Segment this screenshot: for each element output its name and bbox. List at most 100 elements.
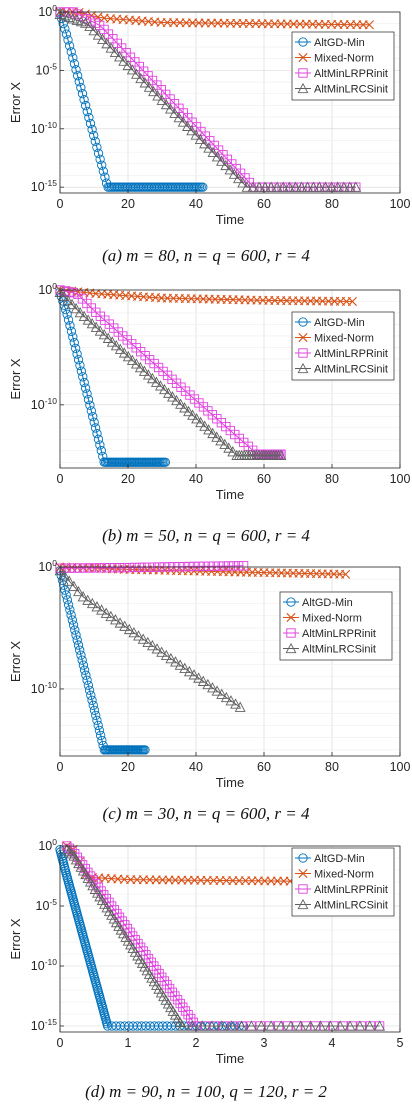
triangle-marker (170, 656, 181, 667)
circle-marker (63, 315, 74, 325)
circle-marker (85, 118, 96, 129)
circle-marker (97, 735, 107, 746)
y-tick-base: 10 (31, 1019, 45, 1033)
x-tick-label: 5 (397, 1036, 404, 1050)
triangle-marker (96, 604, 108, 615)
circle-marker (92, 142, 102, 153)
circle-marker (86, 690, 96, 700)
circle-marker (71, 343, 81, 354)
triangle-marker (190, 129, 202, 140)
circle-marker (58, 18, 68, 29)
triangle-marker (86, 597, 98, 609)
x-axis-label: Time (216, 775, 244, 790)
triangle-marker (179, 402, 191, 413)
triangle-marker (80, 17, 91, 28)
legend-entry: AltMinLRCSinit (314, 364, 388, 376)
triangle-marker (186, 1020, 198, 1031)
triangle-marker (146, 639, 158, 651)
square-marker (286, 628, 296, 638)
legend-entry: AltMinLRCSinit (314, 84, 388, 96)
circle-marker (286, 597, 296, 607)
x-tick-label: 1 (125, 1036, 132, 1050)
square-marker (180, 1006, 191, 1016)
triangle-marker (228, 168, 240, 179)
triangle-marker (275, 1020, 287, 1031)
square-marker (238, 561, 249, 571)
circle-marker (86, 406, 96, 416)
triangle-marker (203, 142, 215, 153)
square-marker (159, 976, 170, 986)
triangle-marker (233, 172, 244, 184)
triangle-marker (199, 138, 210, 149)
triangle-marker (207, 682, 218, 693)
legend-entry: Mixed-Norm (302, 613, 362, 625)
triangle-marker (105, 610, 117, 622)
x-tick-label: 20 (121, 760, 135, 774)
triangle-marker (63, 846, 75, 857)
triangle-marker (126, 64, 138, 75)
circle-marker (79, 94, 89, 105)
circle-marker (66, 326, 77, 336)
triangle-marker (344, 1020, 356, 1031)
triangle-marker (295, 181, 307, 192)
triangle-marker (182, 120, 193, 131)
triangle-marker (199, 420, 211, 431)
circle-marker (84, 112, 94, 123)
circle-marker (78, 372, 88, 382)
circle-marker (298, 853, 308, 863)
legend-entry: AltGD-Min (314, 317, 365, 329)
x-marker (298, 868, 308, 879)
square-marker (70, 563, 80, 573)
circle-marker (66, 610, 76, 620)
x-tick-label: 20 (121, 197, 135, 211)
circle-marker (94, 725, 105, 736)
triangle-marker (159, 383, 170, 395)
x-tick-label: 4 (329, 1036, 336, 1050)
triangle-marker (148, 85, 159, 97)
series-altminlrcsinit (54, 564, 246, 712)
triangle-marker (226, 1020, 238, 1031)
triangle-marker (126, 354, 138, 365)
circle-marker (76, 83, 86, 93)
triangle-marker (88, 24, 100, 36)
square-marker (194, 561, 204, 572)
circle-marker (68, 332, 78, 342)
y-tick-label: 10-5 (36, 61, 58, 77)
circle-marker (75, 360, 85, 371)
triangle-marker (150, 376, 162, 387)
legend: AltGD-Min Mixed-Norm AltMinLRPRinit AltMinL… (291, 847, 395, 917)
square-marker (80, 863, 90, 874)
legend-box (291, 847, 395, 917)
square-marker (80, 563, 90, 573)
triangle-marker (196, 1020, 208, 1031)
circle-marker (90, 136, 100, 147)
triangle-marker (110, 339, 122, 351)
y-tick-label: 100 (38, 558, 57, 574)
triangle-marker (297, 362, 309, 374)
circle-marker (90, 423, 101, 433)
square-marker (75, 563, 85, 573)
triangle-marker (133, 630, 144, 641)
y-tick-base: 10 (38, 5, 52, 19)
triangle-marker (241, 181, 253, 192)
triangle-marker (114, 343, 126, 354)
square-marker (133, 938, 143, 949)
circle-marker (140, 745, 150, 755)
triangle-marker (253, 181, 265, 192)
triangle-marker (73, 585, 84, 597)
square-marker (130, 935, 141, 945)
y-tick-exponent: 0 (52, 3, 57, 13)
panel-caption: (d) m = 90, n = 100, q = 120, r = 2 (85, 1082, 327, 1101)
x-tick-label: 60 (257, 472, 271, 486)
y-axis-label: Error X (8, 641, 23, 683)
triangle-marker (59, 570, 71, 581)
y-axis-label: Error X (8, 918, 23, 960)
triangle-marker (297, 82, 309, 94)
y-tick-exponent: -10 (45, 396, 58, 406)
triangle-marker (220, 159, 232, 171)
x-marker (298, 332, 308, 343)
triangle-marker (314, 1020, 326, 1031)
series-altminlrcsinit (54, 286, 287, 461)
